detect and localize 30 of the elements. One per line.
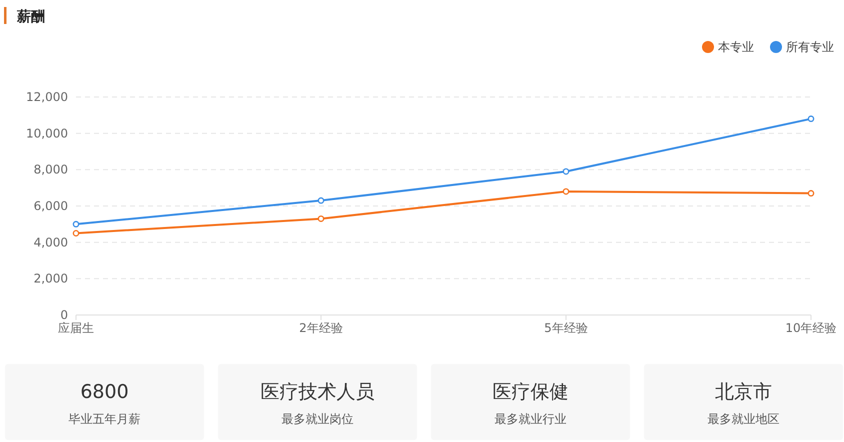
- legend-label: 所有专业: [786, 40, 834, 54]
- text: 医疗技术人员: [260, 381, 374, 403]
- y-tick-label: 4,000: [34, 235, 68, 250]
- y-tick-label: 2,000: [34, 272, 68, 286]
- legend-label: 本专业: [718, 40, 754, 54]
- x-tick-label: 5年经验: [544, 321, 588, 335]
- text: 最多就业地区: [708, 412, 780, 426]
- x-tick-label: 2年经验: [299, 321, 343, 335]
- text: 6800: [80, 381, 129, 403]
- x-tick-label: 10年经验: [785, 321, 837, 335]
- point: [562, 168, 570, 175]
- y-tick-label: 6,000: [34, 199, 68, 213]
- point: [808, 190, 814, 197]
- text: 最多就业岗位: [282, 412, 354, 426]
- y-tick-label: 12,000: [26, 90, 68, 104]
- y-tick-label: 10,000: [26, 126, 68, 140]
- y-tick-label: 8,000: [34, 162, 68, 177]
- text: 最多就业行业: [494, 412, 566, 426]
- chart-title: 薪酬: [16, 9, 45, 25]
- point: [72, 230, 80, 236]
- x-tick-label: 应届生: [58, 321, 94, 335]
- text: 毕业五年月薪: [68, 412, 140, 426]
- point: [562, 188, 570, 195]
- text: 北京市: [715, 381, 772, 403]
- y-tick-label: 0: [60, 308, 68, 322]
- text: 医疗保健: [492, 381, 568, 403]
- point: [318, 197, 324, 204]
- point: [72, 220, 80, 228]
- point: [808, 116, 814, 122]
- point: [318, 215, 324, 222]
